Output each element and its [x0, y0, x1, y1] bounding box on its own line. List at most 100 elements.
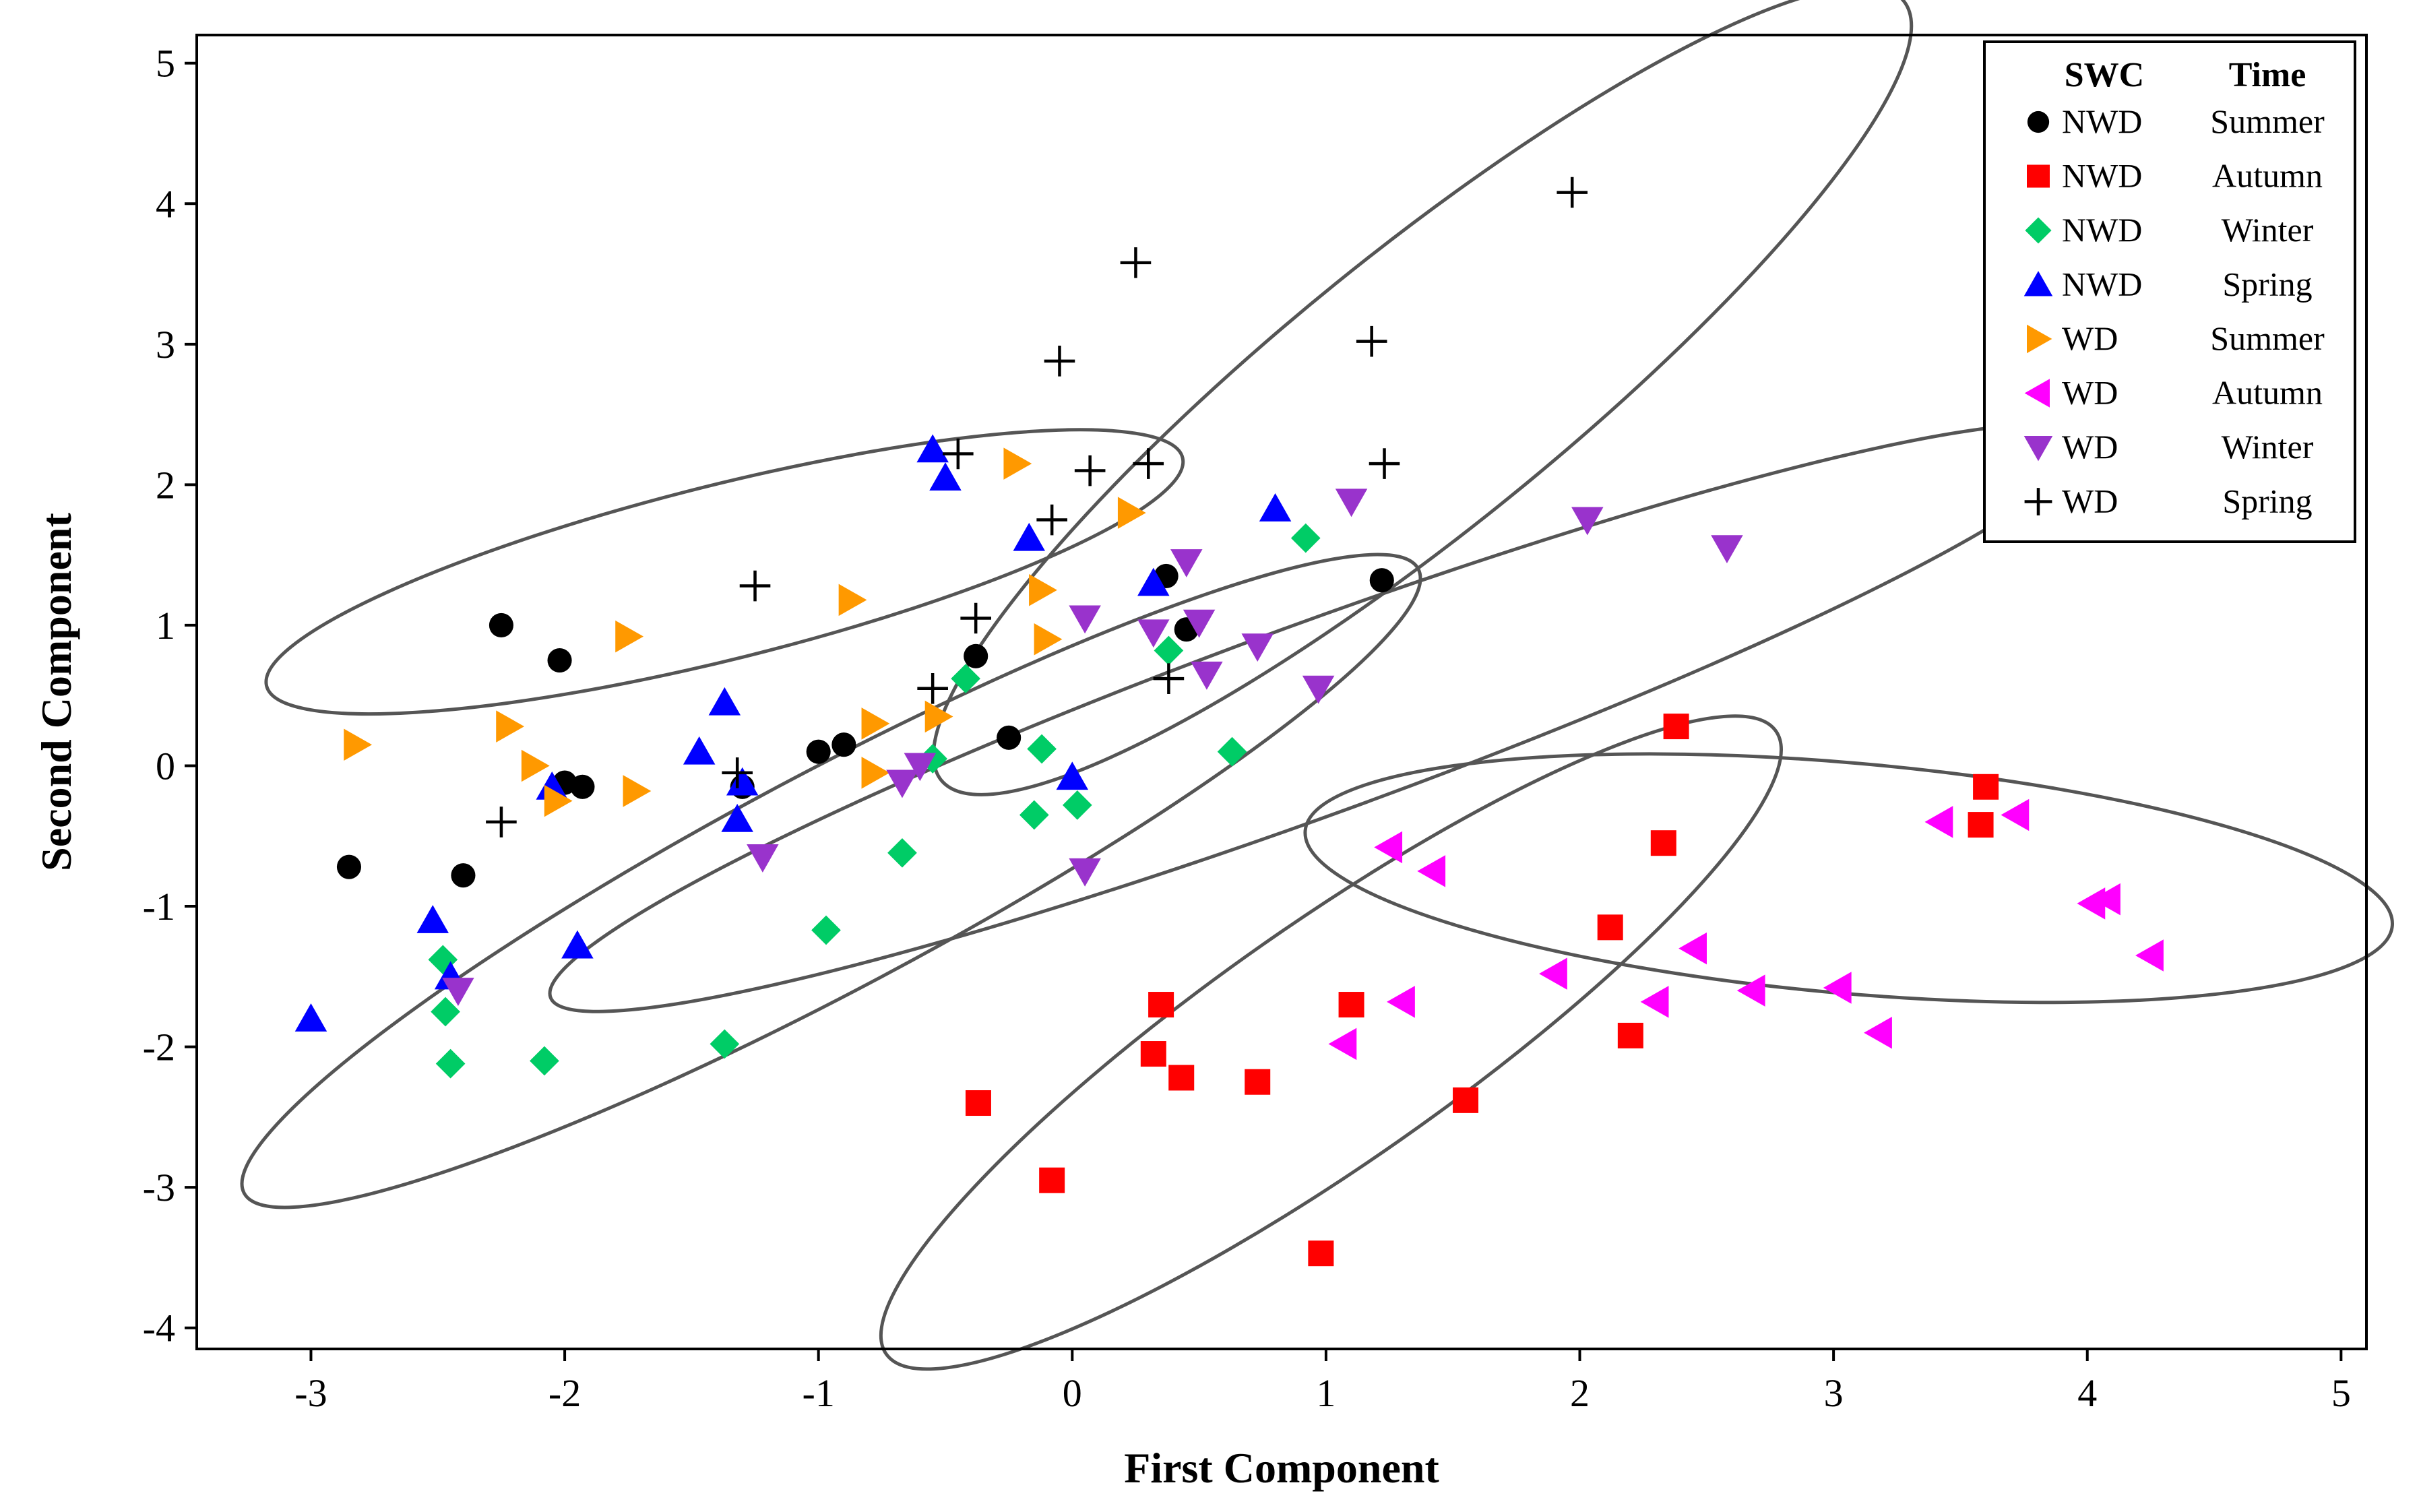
y-tick-label: 5: [156, 42, 175, 86]
data-point: [623, 775, 652, 807]
legend-entry: WD Winter: [2023, 428, 2314, 466]
data-point: [1133, 448, 1164, 479]
legend-entry: WD Autumn: [2024, 374, 2323, 412]
x-tick-label: 3: [1824, 1371, 1844, 1415]
plot-frame: [195, 34, 2368, 1350]
data-point: [965, 1090, 991, 1116]
data-point: [1338, 992, 1364, 1018]
data-point: [1039, 1167, 1065, 1193]
data-point: [1027, 734, 1057, 764]
data-point: [1056, 761, 1089, 790]
data-point: [964, 643, 988, 668]
legend-entries: NWD Summer NWD Autumn NWD Winter NWD Spring WD Su…: [2023, 102, 2325, 520]
data-point: [943, 438, 974, 470]
data-point: [1369, 448, 1400, 479]
legend-time-label: Spring: [2222, 482, 2312, 520]
legend-swc-label: WD: [2062, 428, 2118, 466]
legend-swc-label: WD: [2062, 374, 2118, 412]
legend-time-label: Summer: [2210, 102, 2325, 140]
data-point: [929, 462, 962, 491]
legend-header-time: Time: [2229, 56, 2306, 94]
data-point: [1678, 932, 1707, 965]
data-point: [1663, 714, 1689, 740]
x-tick-label: -2: [548, 1371, 581, 1415]
data-point: [1711, 535, 1743, 564]
x-tick-label: -1: [803, 1371, 835, 1415]
data-point: [1117, 497, 1146, 529]
series-nwd-spring: [294, 434, 1292, 1032]
data-point: [1328, 1028, 1357, 1061]
data-point: [997, 725, 1022, 750]
data-point: [1044, 346, 1075, 377]
y-tick-label: 4: [156, 182, 175, 226]
data-point: [861, 757, 890, 789]
data-point: [806, 739, 831, 764]
legend-swc-label: NWD: [2062, 157, 2142, 195]
data-point: [336, 854, 362, 879]
data-point: [1259, 493, 1292, 522]
y-axis-ticks: -4 -3 -2 -1 0 1 2 3 4 5: [143, 42, 197, 1350]
legend-marker: [2025, 217, 2052, 244]
data-point: [1013, 522, 1046, 551]
legend-entry: WD Spring: [2024, 482, 2313, 520]
data-point: [1924, 806, 1953, 838]
data-point: [1137, 619, 1170, 648]
data-point: [916, 434, 949, 463]
confidence-ellipse-4: [240, 553, 1422, 1209]
data-point: [1003, 447, 1032, 480]
data-point: [496, 710, 525, 743]
data-point: [1217, 736, 1247, 767]
series-nwd-winter: [428, 523, 1321, 1079]
data-point: [1823, 972, 1852, 1004]
legend-marker: [2023, 436, 2053, 462]
data-point: [886, 769, 918, 798]
data-point: [1069, 858, 1101, 887]
data-point: [1074, 455, 1106, 486]
legend: SWC Time NWD Summer NWD Autumn NWD Winter NWD S…: [1983, 40, 2356, 543]
data-point: [1335, 489, 1368, 517]
legend-time-label: Winter: [2222, 428, 2314, 466]
data-point: [904, 753, 937, 782]
legend-time-label: Summer: [2210, 319, 2325, 357]
confidence-ellipse-1: [931, 0, 1914, 796]
data-point: [1736, 974, 1765, 1007]
x-tick-label: 2: [1570, 1371, 1590, 1415]
legend-swc-label: NWD: [2062, 265, 2142, 303]
data-point: [1290, 523, 1321, 553]
data-point: [1369, 568, 1394, 593]
legend-entry: NWD Autumn: [2027, 157, 2323, 195]
series-wd-autumn: [1328, 798, 2164, 1061]
y-tick-label: -4: [143, 1306, 175, 1350]
x-tick-label: -3: [294, 1371, 327, 1415]
y-tick-label: -1: [143, 885, 175, 928]
series-wd-spring: [486, 177, 1588, 838]
data-point: [1137, 567, 1170, 596]
data-point: [1387, 986, 1415, 1018]
data-point: [1140, 1041, 1166, 1067]
series-wd-winter: [442, 489, 1743, 1006]
legend-entry: NWD Summer: [2027, 102, 2325, 140]
data-point: [442, 978, 474, 1006]
data-point: [951, 664, 980, 694]
data-point: [2001, 798, 2030, 831]
data-point: [1597, 914, 1623, 941]
data-point: [917, 672, 948, 704]
data-point: [489, 612, 513, 637]
legend-entry: NWD Spring: [2023, 265, 2313, 303]
data-point: [1374, 831, 1403, 864]
legend-time-label: Autumn: [2212, 374, 2323, 412]
y-tick-label: 0: [156, 744, 175, 788]
data-point: [435, 1048, 466, 1079]
legend-marker: [2023, 271, 2053, 296]
legend-time-label: Spring: [2222, 265, 2312, 303]
data-point: [2077, 887, 2106, 920]
x-axis-title: First Component: [1124, 1444, 1439, 1492]
confidence-ellipse-5: [879, 714, 1783, 1371]
data-point: [960, 602, 991, 634]
data-point: [431, 997, 460, 1027]
data-point: [1571, 507, 1604, 536]
legend-swc-label: NWD: [2062, 102, 2142, 140]
series-nwd-autumn: [965, 714, 1999, 1267]
data-point: [838, 584, 867, 617]
